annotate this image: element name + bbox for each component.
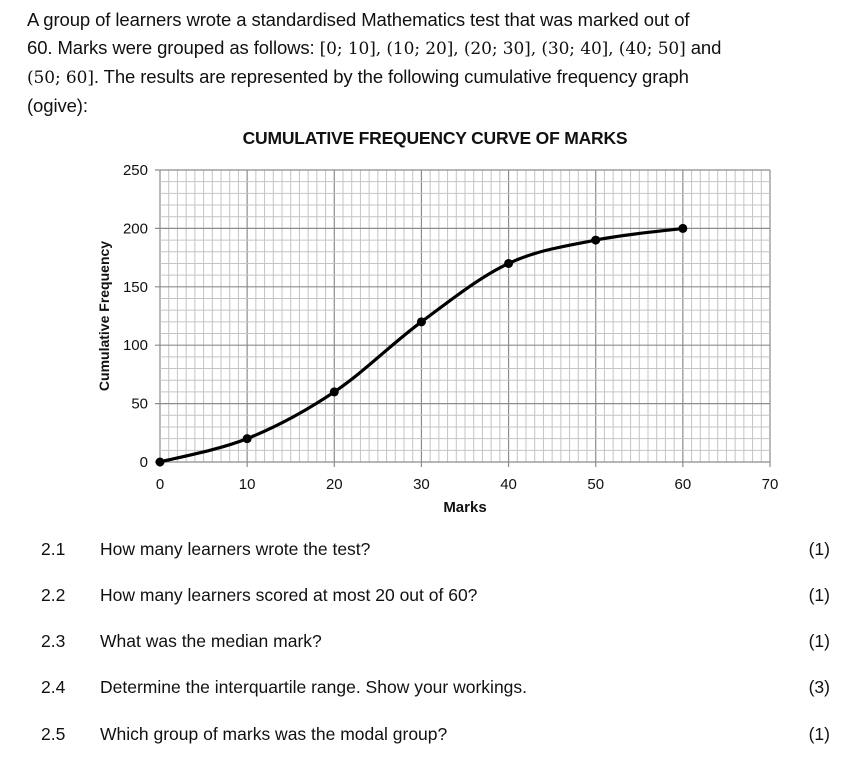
- ogive-chart: 0 10 20 30 40 50 60 70 0 50 100 150 200 250 Marks Cumul…: [96, 162, 779, 516]
- intro-line-4: (ogive):: [27, 95, 88, 116]
- x-tick-label: 0: [156, 476, 164, 493]
- class-intervals: [0; 10], (10; 20], (20; 30], (30; 40], (…: [319, 39, 686, 59]
- intro-line-2: 60. Marks were grouped as follows: [0; 1…: [27, 34, 792, 63]
- intro-text: and: [685, 37, 722, 58]
- x-axis-ticks: 0 10 20 30 40 50 60 70: [156, 476, 779, 493]
- x-tick-label: 50: [587, 476, 604, 493]
- question-number: 2.4: [41, 677, 66, 697]
- intro-text: 60. Marks were grouped as follows:: [27, 37, 320, 58]
- intro-paragraph: A group of learners wrote a standardised…: [27, 6, 792, 120]
- question-item: 2.2 How many learners scored at most 20 o…: [0, 585, 858, 609]
- data-point-marker: [504, 258, 514, 268]
- question-item: 2.3 What was the median mark? (1): [0, 631, 858, 655]
- x-tick-label: 10: [239, 476, 256, 493]
- x-tick-label: 30: [413, 476, 430, 493]
- question-text: Which group of marks was the modal group…: [100, 724, 448, 744]
- question-item: 2.1 How many learners wrote the test? (1): [0, 539, 858, 563]
- y-tick-label: 100: [123, 337, 148, 354]
- question-marks: (1): [808, 724, 830, 744]
- data-points: [155, 223, 688, 467]
- question-item: 2.4 Determine the interquartile range. Sh…: [0, 677, 858, 701]
- question-item: 2.5 Which group of marks was the modal gr…: [0, 724, 858, 748]
- question-marks: (1): [808, 585, 830, 605]
- y-tick-label: 250: [123, 162, 148, 179]
- question-marks: (3): [808, 677, 830, 697]
- intro-text: . The results are represented by the fol…: [93, 66, 689, 87]
- chart-title: CUMULATIVE FREQUENCY CURVE OF MARKS: [242, 128, 628, 148]
- y-tick-label: 0: [140, 454, 148, 471]
- x-tick-label: 20: [326, 476, 343, 493]
- data-point-marker: [678, 223, 688, 233]
- intro-line-1: A group of learners wrote a standardised…: [27, 9, 690, 30]
- x-axis-label: Marks: [443, 499, 486, 516]
- class-interval-last: (50; 60]: [27, 68, 94, 88]
- question-marks: (1): [808, 631, 830, 651]
- data-point-marker: [416, 317, 426, 327]
- y-axis-ticks: 0 50 100 150 200 250: [123, 162, 148, 471]
- question-number: 2.1: [41, 539, 66, 559]
- y-tick-label: 150: [123, 279, 148, 296]
- data-point-marker: [591, 235, 601, 245]
- question-number: 2.3: [41, 631, 66, 651]
- question-number: 2.2: [41, 585, 66, 605]
- y-axis-label: Cumulative Frequency: [96, 241, 112, 391]
- question-number: 2.5: [41, 724, 66, 744]
- question-text: How many learners wrote the test?: [100, 539, 371, 559]
- question-text: How many learners scored at most 20 out …: [100, 585, 478, 605]
- y-tick-label: 50: [131, 396, 148, 413]
- data-point-marker: [155, 457, 165, 467]
- grid: [155, 169, 771, 467]
- x-tick-label: 40: [500, 476, 517, 493]
- question-text: What was the median mark?: [100, 631, 322, 651]
- y-tick-label: 200: [123, 220, 148, 237]
- data-point-marker: [329, 387, 339, 397]
- x-tick-label: 60: [675, 476, 692, 493]
- x-tick-label: 70: [762, 476, 779, 493]
- data-point-marker: [242, 434, 252, 444]
- question-marks: (1): [808, 539, 830, 559]
- intro-line-3: (50; 60]. The results are represented by…: [27, 63, 792, 92]
- question-text: Determine the interquartile range. Show …: [100, 677, 528, 697]
